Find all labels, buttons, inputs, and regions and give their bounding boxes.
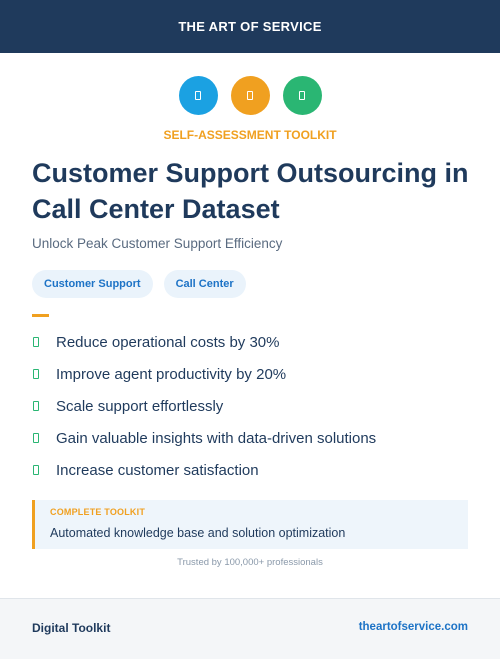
check-icon (33, 465, 39, 475)
page-subtitle: Unlock Peak Customer Support Efficiency (32, 236, 283, 251)
top-banner: THE ART OF SERVICE (0, 0, 500, 53)
benefit-item: Improve agent productivity by 20% (32, 358, 472, 390)
icon-row (0, 76, 500, 115)
website-link[interactable]: theartofservice.com (358, 621, 468, 633)
callout-text: Automated knowledge base and solution op… (50, 526, 346, 540)
tag-customer-support[interactable]: Customer Support (32, 270, 153, 298)
blue-badge-icon (178, 76, 218, 115)
benefit-list: Reduce operational costs by 30% Improve … (32, 326, 472, 486)
check-icon (33, 401, 39, 411)
trusted-note: Trusted by 100,000+ professionals (177, 557, 323, 568)
check-icon (33, 433, 39, 443)
footer-label: Digital Toolkit (32, 621, 111, 635)
benefit-text: Improve agent productivity by 20% (56, 365, 287, 383)
benefit-text: Reduce operational costs by 30% (56, 333, 280, 351)
benefit-item: Reduce operational costs by 30% (32, 326, 472, 358)
check-icon (33, 369, 39, 379)
benefit-text: Scale support effortlessly (56, 397, 224, 415)
footer: Digital Toolkit theartofservice.com (0, 598, 500, 659)
orange-badge-icon (230, 76, 270, 115)
benefit-item: Increase customer satisfaction (32, 454, 472, 486)
page-title: Customer Support Outsourcing in Call Cen… (32, 158, 469, 224)
toolkit-kicker: SELF-ASSESSMENT TOOLKIT (163, 128, 337, 142)
benefit-text: Gain valuable insights with data-driven … (56, 429, 377, 447)
tag-list: Customer Support Call Center (32, 270, 246, 298)
callout-label: COMPLETE TOOLKIT (50, 507, 146, 517)
green-badge-icon (282, 76, 322, 115)
benefit-text: Increase customer satisfaction (56, 461, 259, 479)
tag-call-center[interactable]: Call Center (163, 270, 246, 298)
check-icon (33, 337, 39, 347)
brand-name: THE ART OF SERVICE (178, 19, 322, 34)
toolkit-callout: COMPLETE TOOLKIT Automated knowledge bas… (32, 500, 468, 549)
accent-divider (32, 314, 49, 317)
benefit-item: Scale support effortlessly (32, 390, 472, 422)
benefit-item: Gain valuable insights with data-driven … (32, 422, 472, 454)
